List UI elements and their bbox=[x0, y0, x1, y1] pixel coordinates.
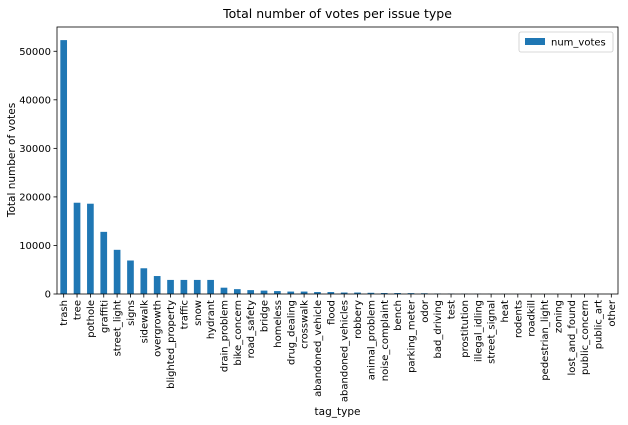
x-tick-label: lost_and_found bbox=[567, 300, 578, 376]
x-tick-label: prostitution bbox=[460, 300, 471, 358]
bar-robbery bbox=[354, 292, 361, 294]
y-tick-label: 0 bbox=[45, 290, 51, 301]
x-tick-label: abandoned_vehicle bbox=[313, 300, 324, 397]
x-axis: trash tree pothole graffiti street_light sign… bbox=[59, 294, 618, 402]
x-tick-label: pothole bbox=[86, 300, 97, 338]
x-tick-label: blighted_property bbox=[166, 300, 177, 389]
x-tick-label: overgrowth bbox=[153, 300, 164, 357]
x-tick-label: trash bbox=[59, 300, 70, 326]
x-tick-label: homeless bbox=[273, 300, 284, 348]
x-tick-label: bridge bbox=[260, 300, 271, 332]
x-tick-label: street_light bbox=[113, 300, 124, 356]
bar-abandoned_vehicle bbox=[314, 292, 321, 294]
x-tick-label: drain_problem bbox=[219, 300, 230, 372]
y-tick-label: 30000 bbox=[19, 144, 51, 155]
x-tick-label: pedestrian_light bbox=[540, 300, 551, 381]
bar-homeless bbox=[274, 291, 281, 294]
bar-animal_problem bbox=[367, 292, 375, 294]
x-tick-label: illegal_idling bbox=[473, 300, 484, 362]
bar-snow bbox=[193, 279, 201, 294]
x-tick-label: animal_problem bbox=[366, 300, 377, 380]
chart-title: Total number of votes per issue type bbox=[222, 6, 452, 21]
x-tick-label: crosswalk bbox=[300, 300, 311, 349]
x-tick-label: flood bbox=[326, 300, 337, 325]
x-tick-label: tree bbox=[73, 300, 84, 320]
bar-drug_dealing bbox=[287, 291, 295, 294]
y-tick-label: 10000 bbox=[19, 241, 51, 252]
bar-sidewalk bbox=[140, 268, 148, 294]
y-axis: 0 10000 20000 30000 40000 50000 bbox=[19, 47, 57, 301]
x-tick-label: bad_driving bbox=[433, 300, 444, 358]
x-tick-label: bike_concern bbox=[233, 300, 244, 366]
bar-pothole bbox=[87, 203, 94, 294]
x-tick-label: signs bbox=[126, 300, 137, 326]
x-tick-label: public_concern bbox=[580, 300, 591, 375]
plot-area bbox=[56, 26, 619, 295]
bar-traffic bbox=[180, 279, 188, 294]
x-tick-label: robbery bbox=[353, 300, 364, 339]
x-tick-label: test bbox=[447, 300, 458, 319]
bar-bridge bbox=[260, 290, 268, 294]
x-tick-label: other bbox=[607, 299, 618, 327]
plot-frame bbox=[56, 26, 619, 295]
bar-signs bbox=[127, 260, 134, 294]
bar-abandoned_vehicles bbox=[340, 292, 348, 294]
x-axis-label: tag_type bbox=[315, 406, 361, 418]
bar-parking_meter bbox=[407, 293, 415, 294]
x-tick-label: bench bbox=[393, 300, 404, 331]
bar-drain_problem bbox=[220, 287, 228, 294]
x-tick-label: traffic bbox=[179, 300, 190, 329]
y-tick-label: 50000 bbox=[19, 47, 51, 58]
bar-tree bbox=[73, 202, 81, 294]
bar-bench bbox=[394, 293, 401, 294]
x-tick-label: drug_dealing bbox=[286, 300, 297, 365]
x-tick-label: rodents bbox=[513, 300, 524, 338]
bar-trash bbox=[60, 40, 68, 294]
x-tick-label: sidewalk bbox=[139, 300, 150, 344]
bar-noise_complaint bbox=[380, 293, 388, 294]
y-axis-label: Total number of votes bbox=[6, 103, 18, 218]
x-tick-label: snow bbox=[193, 300, 204, 326]
x-tick-label: street_signal bbox=[487, 300, 498, 364]
legend-box bbox=[518, 31, 614, 53]
x-tick-label: parking_meter bbox=[406, 299, 417, 373]
x-tick-label: heat bbox=[500, 300, 511, 323]
bar-bike_concern bbox=[233, 289, 241, 294]
bar-flood bbox=[327, 292, 335, 294]
legend-swatch bbox=[525, 38, 545, 45]
x-tick-label: graffiti bbox=[99, 300, 110, 333]
bar-hydrant bbox=[207, 279, 214, 294]
legend: num_votes bbox=[518, 31, 614, 53]
bar-street_light bbox=[113, 249, 121, 294]
x-tick-label: hydrant bbox=[206, 300, 217, 339]
bar-graffiti bbox=[100, 231, 108, 294]
x-tick-label: zoning bbox=[553, 300, 564, 333]
bar-overgrowth bbox=[153, 276, 161, 294]
bar-crosswalk bbox=[300, 291, 308, 294]
x-tick-label: abandoned_vehicles bbox=[340, 300, 351, 402]
x-tick-label: public_art bbox=[593, 300, 604, 349]
x-tick-label: odor bbox=[420, 299, 431, 323]
legend-label: num_votes bbox=[551, 38, 606, 49]
y-tick-label: 20000 bbox=[19, 192, 51, 203]
x-tick-label: roadkill bbox=[527, 300, 538, 337]
x-tick-label: noise_complaint bbox=[380, 300, 391, 381]
x-tick-label: road_safety bbox=[246, 300, 257, 358]
bar-blighted_property bbox=[167, 279, 174, 294]
bar-road_safety bbox=[247, 290, 255, 294]
y-tick-label: 40000 bbox=[19, 95, 51, 106]
